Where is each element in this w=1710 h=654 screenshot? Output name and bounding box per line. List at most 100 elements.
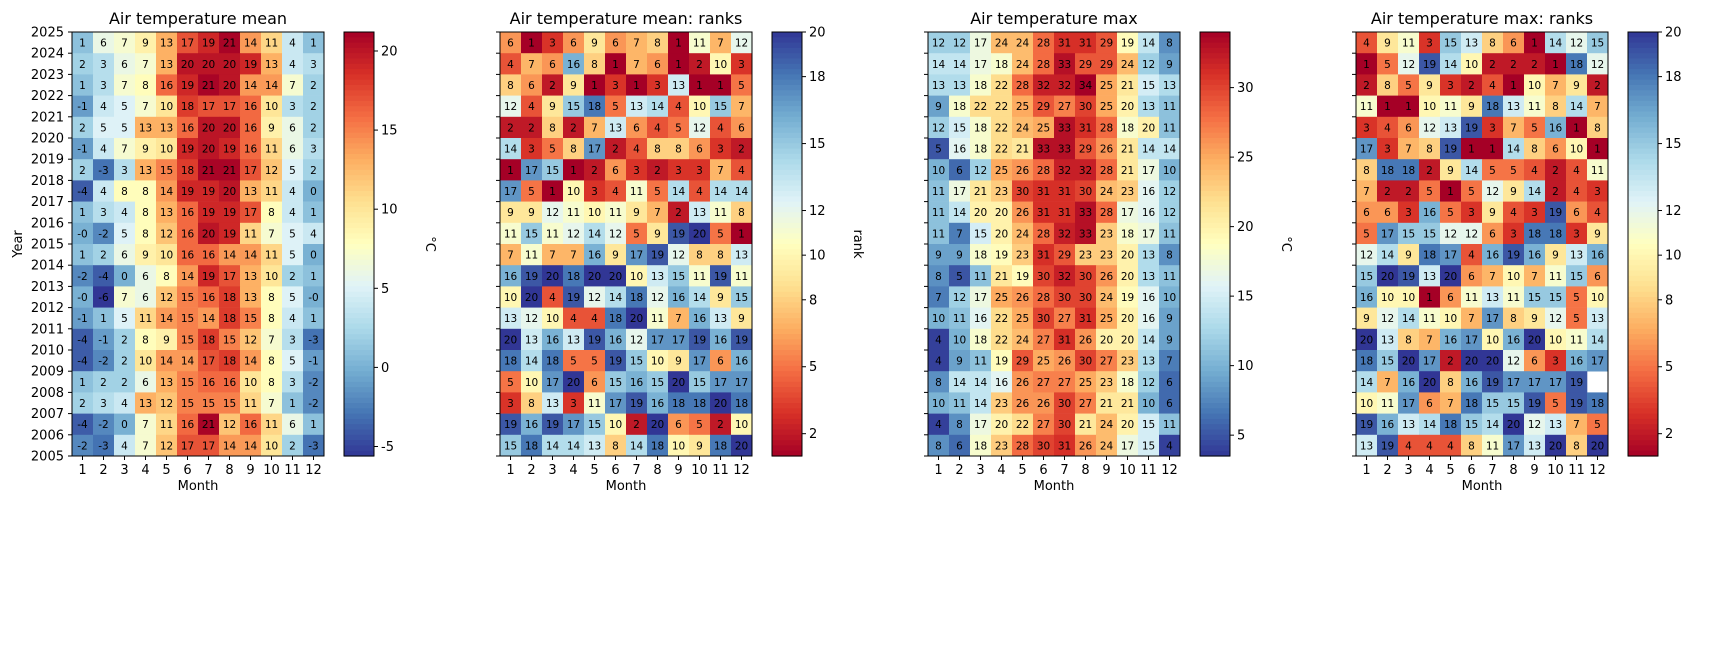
heatmap-cell (240, 307, 262, 330)
cell-value-label: 9 (1426, 80, 1433, 92)
colorbar-segment (1200, 387, 1230, 393)
cell-value-label: 11 (1423, 313, 1436, 325)
colorbar-tick-label: 8 (1665, 293, 1673, 308)
cell-value-label: 6 (1594, 271, 1601, 283)
cell-value-label: 12 (651, 292, 664, 304)
colorbar-segment (344, 286, 374, 293)
colorbar-segment (772, 185, 802, 192)
heatmap-cell (240, 95, 262, 118)
colorbar-label: °C (1278, 236, 1293, 252)
colorbar-segment (1628, 143, 1658, 150)
heatmap-cell (93, 138, 115, 160)
cell-value-label: 19 (1402, 271, 1415, 283)
colorbar-segment (772, 132, 802, 139)
colorbar-tick-label: 20 (809, 26, 826, 41)
x-tick-label: 5 (162, 463, 170, 478)
cell-value-label: 4 (633, 144, 640, 156)
cell-value-label: 28 (1100, 207, 1113, 219)
cell-value-label: 19 (223, 144, 236, 156)
colorbar-segment (772, 376, 802, 383)
x-tick-label: 10 (263, 463, 280, 478)
cell-value-label: 10 (630, 271, 643, 283)
colorbar-segment (1200, 328, 1230, 335)
heatmap-cell (93, 328, 115, 351)
cell-value-label: 13 (1360, 440, 1373, 452)
heatmap-cell (303, 286, 325, 308)
cell-value-label: 22 (995, 144, 1008, 156)
heatmap-cell (156, 328, 178, 351)
cell-value-label: -3 (308, 440, 318, 452)
cell-value-label: 13 (714, 313, 727, 325)
colorbar-segment (1628, 350, 1658, 356)
cell-value-label: 11 (1507, 292, 1520, 304)
cell-value-label: 12 (265, 165, 278, 177)
cell-value-label: 23 (1100, 228, 1113, 240)
colorbar-segment (772, 270, 802, 277)
cell-value-label: 7 (633, 38, 640, 50)
cell-value-label: 2 (1447, 356, 1454, 368)
cell-value-label: 1 (570, 165, 577, 177)
colorbar-segment (344, 312, 374, 319)
cell-value-label: 30 (1058, 419, 1071, 431)
colorbar-segment (344, 58, 374, 65)
heatmap-cell (177, 116, 199, 139)
cell-value-label: 11 (160, 419, 173, 431)
heatmap-cell (156, 138, 178, 160)
cell-value-label: 14 (1549, 38, 1563, 50)
cell-value-label: 10 (1465, 59, 1478, 71)
cell-value-label: 20 (1121, 101, 1134, 113)
cell-value-label: 14 (160, 356, 174, 368)
cell-value-label: 4 (1510, 207, 1517, 219)
cell-value-label: 9 (956, 250, 963, 262)
colorbar-segment (772, 42, 802, 49)
cell-value-label: 14 (244, 440, 258, 452)
cell-value-label: 16 (504, 271, 518, 283)
heatmap-cell (114, 74, 136, 96)
colorbar-segment (1200, 90, 1230, 97)
cell-value-label: 13 (160, 38, 173, 50)
heatmap-cell (177, 201, 199, 224)
heatmap-cell (584, 74, 606, 96)
cell-value-label: 18 (714, 440, 727, 452)
cell-value-label: 10 (693, 101, 706, 113)
cell-value-label: 7 (1363, 186, 1370, 198)
cell-value-label: 2 (1489, 59, 1496, 71)
cell-value-label: 20 (567, 377, 580, 389)
x-tick-label: 6 (183, 463, 191, 478)
colorbar-segment (1200, 222, 1230, 229)
cell-value-label: 7 (1531, 271, 1538, 283)
colorbar-segment (1628, 32, 1658, 38)
cell-value-label: 9 (591, 38, 598, 50)
cell-value-label: 14 (1591, 334, 1605, 346)
colorbar-segment (1628, 387, 1658, 393)
cell-value-label: 12 (609, 228, 622, 240)
heatmap-cell (303, 350, 325, 372)
cell-value-label: 10 (1402, 292, 1415, 304)
colorbar-segment (772, 238, 802, 245)
heatmap-cell (156, 180, 178, 202)
heatmap-cell (198, 265, 220, 287)
cell-value-label: 2 (79, 165, 86, 177)
cell-value-label: 19 (1570, 398, 1583, 410)
heatmap-cell (282, 116, 304, 139)
y-tick-label: 2020 (31, 132, 64, 147)
cell-value-label: 11 (1360, 101, 1373, 113)
heatmap-cell (219, 53, 241, 75)
x-tick-label: 11 (284, 463, 301, 478)
y-tick-label: 2024 (31, 47, 64, 62)
heatmap-cell (72, 159, 94, 181)
cell-value-label: 19 (609, 356, 622, 368)
colorbar-segment (344, 371, 374, 378)
cell-value-label: 11 (567, 207, 580, 219)
heatmap-cell (563, 32, 585, 54)
colorbar-segment (1200, 53, 1230, 60)
cell-value-label: 12 (1570, 38, 1583, 50)
cell-value-label: 5 (1510, 165, 1517, 177)
cell-value-label: 11 (1549, 271, 1562, 283)
cell-value-label: -3 (98, 440, 108, 452)
cell-value-label: 33 (1037, 144, 1050, 156)
heatmap-cell (177, 222, 199, 245)
cell-value-label: 31 (1079, 38, 1092, 50)
cell-value-label: 11 (1402, 38, 1415, 50)
chart-title-3: Air temperature max (970, 9, 1138, 28)
